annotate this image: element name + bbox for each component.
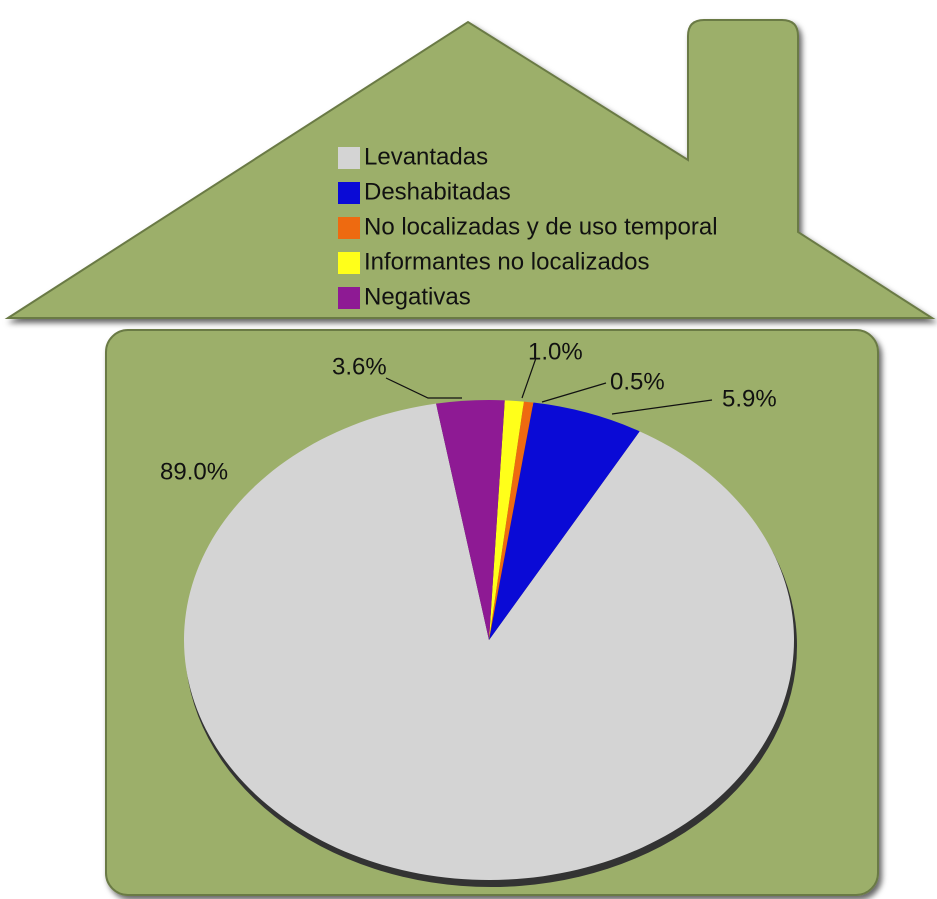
legend-swatch <box>338 182 360 204</box>
value-label: 5.9% <box>722 385 777 412</box>
pie-slice <box>489 400 524 640</box>
leader-lines <box>385 357 713 415</box>
value-label: 3.6% <box>332 353 387 380</box>
legend-swatch <box>338 252 360 274</box>
leader-line <box>385 377 462 399</box>
leader-line <box>541 382 607 403</box>
pie <box>184 400 795 880</box>
pie-slice <box>436 400 505 640</box>
legend-swatch <box>338 217 360 239</box>
pie-slice <box>489 401 534 640</box>
legend-label: Levantadas <box>364 143 488 170</box>
value-label: 1.0% <box>528 338 583 365</box>
legend-label: Deshabitadas <box>364 178 511 205</box>
pie-slice <box>184 403 795 880</box>
leader-line <box>611 399 713 415</box>
legend-swatch <box>338 287 360 309</box>
value-label: 0.5% <box>610 368 665 395</box>
pie-slice <box>489 402 640 640</box>
legend: Levantadas Deshabitadas No localizadas y d… <box>338 143 718 310</box>
value-labels: 89.0% 5.9% 0.5% 1.0% 3.6% <box>160 338 777 485</box>
roof <box>4 19 936 319</box>
legend-swatch <box>338 147 360 169</box>
value-label: 89.0% <box>160 458 228 485</box>
legend-label: No localizadas y de uso temporal <box>364 213 718 240</box>
legend-label: Negativas <box>364 283 471 310</box>
leader-line <box>521 357 537 399</box>
legend-label: Informantes no localizados <box>364 248 650 275</box>
